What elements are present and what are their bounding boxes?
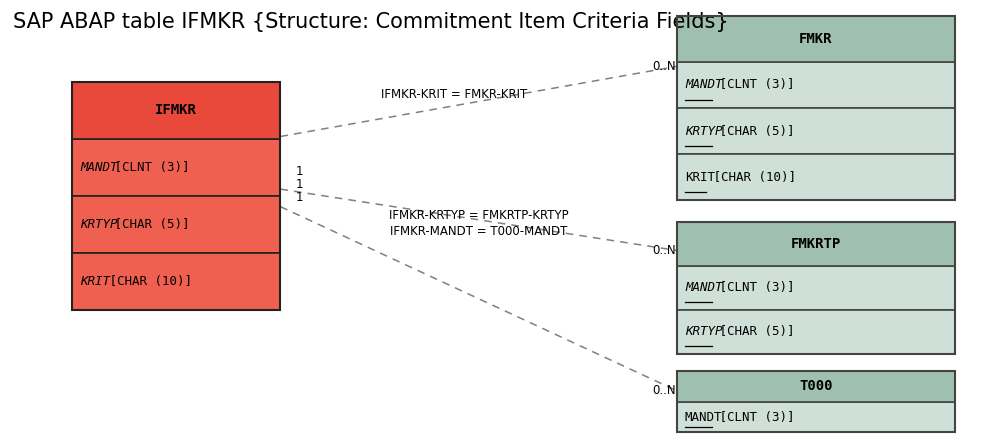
Text: MANDT: MANDT: [685, 411, 723, 424]
Text: [CHAR (10)]: [CHAR (10)]: [102, 275, 191, 288]
Bar: [72, 139, 280, 196]
Text: [CHAR (5)]: [CHAR (5)]: [107, 218, 189, 231]
Bar: [677, 402, 954, 432]
Text: [CLNT (3)]: [CLNT (3)]: [712, 411, 795, 424]
Text: 0..N: 0..N: [652, 60, 676, 73]
Bar: [677, 222, 954, 266]
Bar: [72, 82, 280, 309]
Text: IFMKR-MANDT = T000-MANDT: IFMKR-MANDT = T000-MANDT: [390, 225, 567, 238]
Text: 1: 1: [295, 178, 303, 191]
Text: [CLNT (3)]: [CLNT (3)]: [712, 281, 795, 294]
Text: MANDT: MANDT: [685, 79, 723, 91]
Text: [CHAR (5)]: [CHAR (5)]: [712, 124, 795, 138]
Bar: [677, 16, 954, 200]
Text: FMKRTP: FMKRTP: [791, 237, 840, 251]
Bar: [677, 371, 954, 432]
Text: [CHAR (10)]: [CHAR (10)]: [706, 170, 797, 183]
Text: MANDT: MANDT: [80, 161, 118, 174]
Text: MANDT: MANDT: [685, 281, 723, 294]
Text: [CLNT (3)]: [CLNT (3)]: [107, 161, 189, 174]
Text: 1: 1: [295, 165, 303, 178]
Text: IFMKR-KRIT = FMKR-KRIT: IFMKR-KRIT = FMKR-KRIT: [381, 88, 527, 101]
Bar: [677, 371, 954, 402]
Bar: [677, 108, 954, 154]
Bar: [677, 266, 954, 309]
Text: KRIT: KRIT: [80, 275, 110, 288]
Bar: [677, 62, 954, 108]
Bar: [677, 154, 954, 200]
Text: KRTYP: KRTYP: [80, 218, 118, 231]
Text: SAP ABAP table IFMKR {Structure: Commitment Item Criteria Fields}: SAP ABAP table IFMKR {Structure: Commitm…: [13, 12, 729, 32]
Text: FMKR: FMKR: [799, 32, 832, 46]
Bar: [677, 16, 954, 62]
Bar: [72, 196, 280, 253]
Text: KRIT: KRIT: [685, 170, 715, 183]
Text: T000: T000: [799, 380, 832, 393]
Text: KRTYP: KRTYP: [685, 325, 723, 338]
Text: KRTYP: KRTYP: [685, 124, 723, 138]
Text: 0..N: 0..N: [652, 385, 676, 397]
Text: [CHAR (5)]: [CHAR (5)]: [712, 325, 795, 338]
Text: [CLNT (3)]: [CLNT (3)]: [712, 79, 795, 91]
Text: IFMKR-KRTYP = FMKRTP-KRTYP: IFMKR-KRTYP = FMKRTP-KRTYP: [389, 209, 568, 222]
Text: IFMKR: IFMKR: [156, 103, 197, 117]
Bar: [72, 253, 280, 309]
Bar: [72, 82, 280, 139]
Bar: [677, 222, 954, 353]
Text: 0..N: 0..N: [652, 244, 676, 257]
Text: 1: 1: [295, 191, 303, 204]
Bar: [677, 309, 954, 353]
